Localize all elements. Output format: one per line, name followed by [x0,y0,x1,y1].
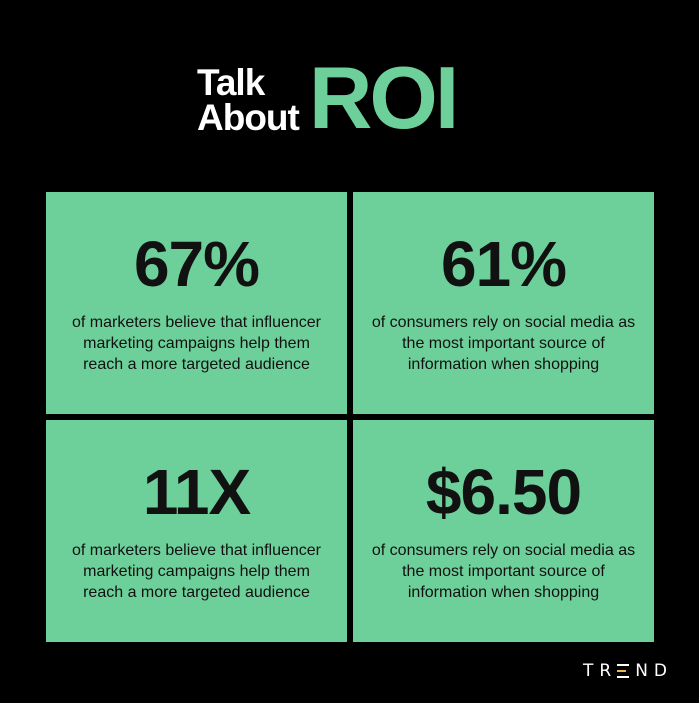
logo-e-icon [617,663,630,679]
trend-logo: TR ND [583,661,673,681]
title-block: Talk About ROI [197,48,459,147]
stat-description: of consumers rely on social media as the… [371,542,636,601]
stat-value: 61% [440,228,567,300]
logo-text-prefix: TR [582,661,618,681]
stat-tile-2: 61% of consumers rely on social media as… [353,192,654,414]
stats-grid: 67% of marketers believe that influencer… [46,192,654,642]
stat-description: of consumers rely on social media as the… [371,314,636,373]
stat-tile-1: 67% of marketers believe that influencer… [46,192,347,414]
stat-value: 11X [142,456,251,528]
stat-value: 67% [133,228,260,300]
stat-tile-3: 11X of marketers believe that influencer… [46,420,347,642]
stat-value: $6.50 [425,456,582,528]
stat-description: of marketers believe that influencer mar… [71,542,321,601]
logo-text-suffix: ND [635,661,673,681]
title-line-about: About [197,97,300,138]
stat-tile-4: $6.50 of consumers rely on social media … [353,420,654,642]
stat-description: of marketers believe that influencer mar… [71,314,321,373]
title-talk-about: Talk About [197,62,300,138]
title-line-talk: Talk [197,62,265,103]
title-roi: ROI [308,48,459,147]
